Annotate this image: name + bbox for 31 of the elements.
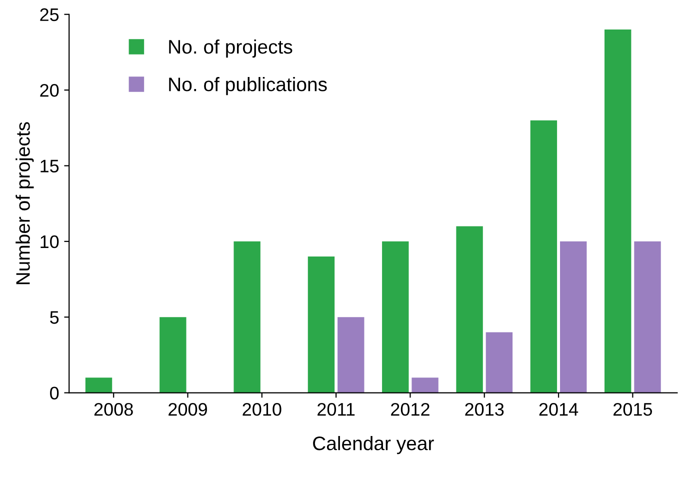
legend-label: No. of projects [169,39,292,58]
bar [530,120,558,393]
x-tick-label: 2013 [465,402,504,416]
bar [634,241,661,393]
bar [308,256,335,393]
y-tick-label: 10 [40,235,59,248]
y-axis-title: Number of projects [16,122,34,284]
bar [85,378,112,393]
x-tick-label: 2008 [94,402,133,416]
x-tick-label: 2012 [391,402,430,416]
bar [486,332,513,393]
bar [160,317,186,393]
bar [604,30,632,393]
x-tick-label: 2015 [614,402,652,416]
y-tick-label: 5 [50,311,59,324]
x-tick-label: 2011 [318,402,355,416]
x-tick-label: 2009 [168,402,207,416]
bar [382,241,409,393]
bar [560,241,587,393]
bar [412,378,438,393]
x-axis-title: Calendar year [313,436,434,454]
x-tick-label: 2010 [242,402,282,416]
y-tick-label: 20 [40,84,59,97]
legend-label: No. of publications [169,77,327,96]
bar [456,226,483,393]
y-tick-label: 25 [40,8,59,22]
bar [234,241,260,393]
bar [338,317,364,393]
y-tick-label: 15 [40,160,59,172]
x-tick-label: 2014 [539,402,578,416]
y-tick-label: 0 [50,386,59,400]
